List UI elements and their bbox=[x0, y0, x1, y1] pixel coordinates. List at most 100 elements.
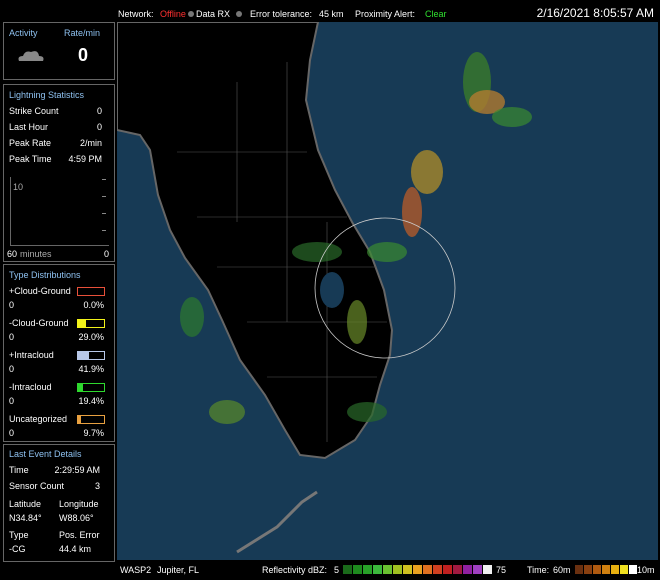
field-label: Type bbox=[9, 530, 29, 540]
type-name: +Intracloud bbox=[9, 350, 54, 360]
type-bar-box bbox=[77, 351, 105, 360]
stat-label: Strike Count bbox=[9, 106, 59, 116]
type-bar-box bbox=[77, 287, 105, 296]
scale-swatch bbox=[453, 565, 462, 574]
reflectivity-label: Reflectivity dBZ: bbox=[262, 565, 328, 575]
scale-swatch bbox=[463, 565, 472, 574]
type-name: Uncategorized bbox=[9, 414, 68, 424]
type-percent: 9.7% bbox=[83, 428, 104, 438]
sensor-label: Sensor Count bbox=[9, 481, 65, 491]
scale-swatch bbox=[343, 565, 352, 574]
scale-swatch bbox=[403, 565, 412, 574]
reflectivity-min: 5 bbox=[334, 565, 340, 575]
field-value: -CG bbox=[9, 544, 26, 554]
type-bar bbox=[78, 352, 89, 359]
stat-label: Peak Time bbox=[9, 154, 52, 164]
event-time: 2:29:59 AM bbox=[54, 465, 100, 475]
rate-graph bbox=[10, 177, 109, 246]
proximity-value: Clear bbox=[425, 9, 447, 19]
field-label: Pos. Error bbox=[59, 530, 100, 540]
type-bar-box bbox=[77, 415, 105, 424]
event-panel: Last Event Details Time 2:29:59 AM Senso… bbox=[3, 444, 115, 562]
scale-swatch bbox=[383, 565, 392, 574]
radar-map[interactable] bbox=[117, 22, 658, 560]
stat-label: Last Hour bbox=[9, 122, 49, 132]
event-title: Last Event Details bbox=[9, 449, 82, 459]
stat-value: 2/min bbox=[79, 138, 102, 148]
graph-tick bbox=[102, 230, 106, 231]
type-bar-box bbox=[77, 319, 105, 328]
scale-swatch bbox=[629, 565, 637, 574]
time-max: 60m bbox=[553, 565, 571, 575]
type-bar bbox=[78, 416, 81, 423]
scale-swatch bbox=[483, 565, 492, 574]
field-label: Latitude bbox=[9, 499, 42, 509]
range-ring bbox=[314, 217, 456, 359]
type-count: 0 bbox=[9, 364, 15, 374]
type-count: 0 bbox=[9, 396, 15, 406]
scale-swatch bbox=[423, 565, 432, 574]
reflectivity-scale bbox=[343, 565, 493, 574]
field-value: 44.4 km bbox=[59, 544, 92, 554]
rate-value: 0 bbox=[78, 45, 89, 65]
scale-swatch bbox=[620, 565, 628, 574]
type-name: +Cloud-Ground bbox=[9, 286, 71, 296]
network-value: Offline bbox=[160, 9, 186, 19]
scale-swatch bbox=[433, 565, 442, 574]
statistics-title: Lightning Statistics bbox=[9, 90, 85, 100]
scale-swatch bbox=[584, 565, 592, 574]
scale-swatch bbox=[353, 565, 362, 574]
error-value: 45 km bbox=[319, 9, 344, 19]
data-rx: Data RX bbox=[196, 9, 231, 19]
graph-tick bbox=[102, 179, 106, 180]
stat-value: 0 bbox=[96, 122, 102, 132]
types-panel: Type Distributions +Cloud-Ground 0 0.0% -Cl… bbox=[3, 264, 115, 442]
type-percent: 0.0% bbox=[83, 300, 104, 310]
type-count: 0 bbox=[9, 300, 15, 310]
scale-swatch bbox=[363, 565, 372, 574]
type-count: 0 bbox=[9, 428, 15, 438]
type-percent: 41.9% bbox=[78, 364, 104, 374]
lake bbox=[320, 272, 344, 308]
reflectivity-max: 75 bbox=[496, 565, 507, 575]
activity-title: Activity bbox=[9, 28, 38, 38]
cloud-icon bbox=[18, 51, 44, 61]
scale-swatch bbox=[593, 565, 601, 574]
station: WASP2 bbox=[120, 565, 152, 575]
scale-swatch bbox=[611, 565, 619, 574]
activity-panel: Activity Rate/min 0 bbox=[3, 22, 115, 80]
land bbox=[117, 22, 394, 460]
scale-swatch bbox=[393, 565, 402, 574]
network-label: Network: bbox=[118, 9, 154, 19]
scale-swatch bbox=[443, 565, 452, 574]
proximity-label: Proximity Alert: bbox=[355, 9, 416, 19]
scale-swatch bbox=[575, 565, 583, 574]
type-bar bbox=[78, 320, 86, 327]
status-dot bbox=[236, 11, 242, 17]
field-label: Longitude bbox=[59, 499, 99, 509]
type-percent: 19.4% bbox=[78, 396, 104, 406]
type-bar bbox=[78, 384, 84, 391]
county-lines bbox=[177, 62, 387, 442]
stat-value: 4:59 PM bbox=[68, 154, 102, 164]
time-min: 10m bbox=[637, 565, 655, 575]
types-title: Type Distributions bbox=[9, 270, 81, 280]
graph-tick bbox=[102, 196, 106, 197]
status-dot bbox=[188, 11, 194, 17]
radar-returns bbox=[180, 52, 532, 424]
stat-value: 0 bbox=[96, 106, 102, 116]
graph-x-right: 0 bbox=[103, 249, 109, 259]
type-percent: 29.0% bbox=[78, 332, 104, 342]
time-scale bbox=[575, 565, 638, 574]
keys bbox=[236, 490, 318, 554]
statistics-panel: Lightning Statistics 10 60 minutes 0 Str… bbox=[3, 84, 115, 262]
rate-label: Rate/min bbox=[64, 28, 101, 38]
type-name: -Cloud-Ground bbox=[9, 318, 69, 328]
scale-swatch bbox=[413, 565, 422, 574]
location: Jupiter, FL bbox=[157, 565, 200, 575]
type-count: 0 bbox=[9, 332, 15, 342]
graph-x-unit: minutes bbox=[20, 249, 52, 259]
error-label: Error tolerance: bbox=[250, 9, 313, 19]
timestamp: 2/16/2021 8:05:57 AM bbox=[536, 6, 654, 20]
